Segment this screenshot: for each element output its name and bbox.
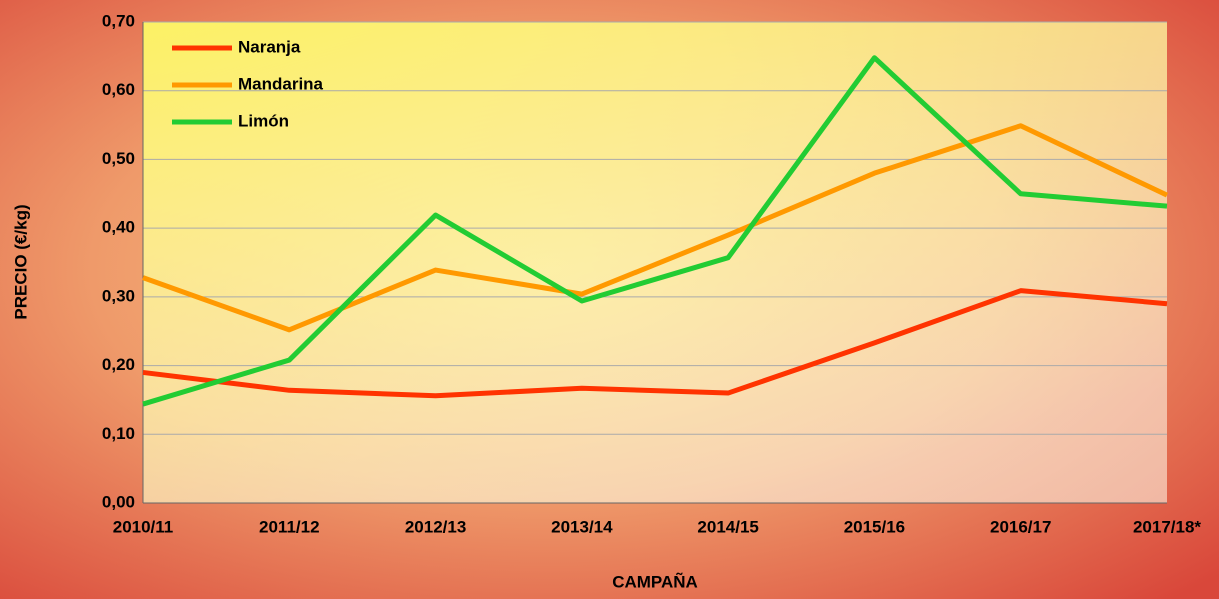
x-tick-label: 2011/12 [259,517,320,536]
x-tick-label: 2017/18* [1133,517,1201,536]
legend-label: Mandarina [238,74,324,93]
y-axis-label: PRECIO (€/kg) [11,204,30,319]
x-tick-label: 2013/14 [551,517,613,536]
y-tick-label: 0,00 [102,492,135,511]
x-tick-label: 2012/13 [405,517,466,536]
y-tick-label: 0,40 [102,218,135,237]
line [142,288,1168,399]
x-tick-label: 2010/11 [113,517,174,536]
y-tick-label: 0,20 [102,355,135,374]
y-tick-label: 0,10 [102,424,135,443]
x-tick-label: 2015/16 [844,517,905,536]
y-tick-label: 0,50 [102,149,135,168]
line [142,55,1168,407]
line [142,123,1169,333]
y-tick-label: 0,70 [102,11,135,30]
x-tick-label: 2014/15 [697,517,758,536]
x-tick-label: 2016/17 [990,517,1051,536]
y-tick-label: 0,30 [102,286,135,305]
legend-label: Naranja [238,37,301,56]
legend-label: Limón [238,111,289,130]
x-axis-label: CAMPAÑA [612,571,698,591]
y-tick-label: 0,60 [102,80,135,99]
